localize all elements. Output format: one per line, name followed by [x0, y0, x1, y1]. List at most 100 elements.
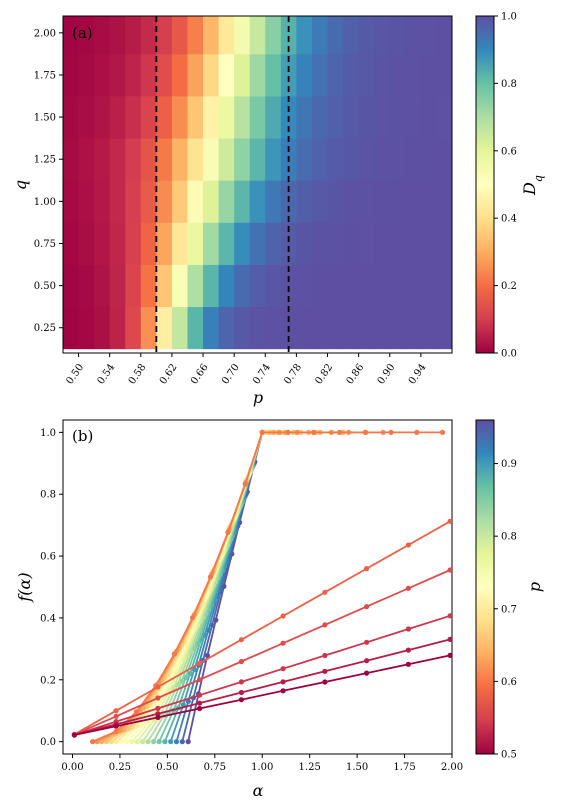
- y-tick-label: 0.75: [34, 239, 56, 250]
- heatmap-cell: [94, 222, 111, 265]
- data-point: [531, 635, 536, 640]
- heatmap-cell: [389, 222, 406, 265]
- heatmap-cell: [203, 53, 219, 97]
- heatmap-cell: [94, 264, 111, 308]
- heatmap-cell: [234, 53, 251, 97]
- heatmap-cell: [405, 138, 422, 181]
- colorbar-tick-label: 0.6: [501, 677, 517, 688]
- heatmap-cell: [171, 96, 188, 139]
- heatmap-cell: [171, 180, 188, 223]
- data-point: [190, 615, 196, 621]
- x-tick-label: 1.75: [393, 762, 415, 773]
- colorbar-a-ticks: 0.0 0.2 0.4 0.6 0.8 1.0: [494, 12, 517, 360]
- heatmap-cell: [374, 53, 391, 97]
- data-point: [311, 429, 317, 435]
- panel-b-frame: [62, 419, 453, 755]
- data-point: [405, 626, 411, 632]
- data-point: [322, 622, 328, 628]
- heatmap-cell: [171, 16, 188, 55]
- panel-b: 0.00 0.25 0.50 0.75 1.00 1.25 1.50 1.75 2.00 0.0…: [15, 419, 544, 800]
- heatmap-cell: [374, 222, 391, 265]
- heatmap-cell: [234, 264, 251, 308]
- data-point: [113, 739, 119, 745]
- heatmap-cell: [343, 264, 360, 308]
- colorbar-a: [475, 15, 495, 354]
- colorbar-b: [475, 419, 495, 755]
- heatmap-cell: [140, 138, 157, 181]
- colorbar-tick-label: 1.0: [501, 12, 517, 23]
- data-point: [405, 542, 411, 548]
- heatmap-cell: [125, 222, 142, 265]
- x-tick-label: 0.50: [156, 762, 178, 773]
- data-point: [531, 471, 536, 476]
- panel-b-y-ticks: 0.0 0.2 0.4 0.6 0.8 1.0: [40, 428, 63, 748]
- y-tick-label: 2.00: [34, 28, 56, 39]
- heatmap-cell: [389, 306, 406, 350]
- data-point: [151, 739, 157, 745]
- heatmap-cell: [125, 138, 142, 181]
- x-tick-label: 1.00: [251, 762, 273, 773]
- heatmap-cell: [218, 306, 235, 350]
- x-tick-label: 0.78: [282, 362, 304, 387]
- heatmap-cell: [249, 53, 266, 97]
- heatmap-cell: [265, 306, 282, 350]
- heatmap-cell: [436, 138, 453, 181]
- heatmap-cell: [171, 306, 188, 350]
- heatmap-cell: [405, 16, 422, 55]
- heatmap-cell: [78, 16, 95, 55]
- heatmap-cell: [63, 264, 79, 308]
- y-tick-label: 1.25: [34, 155, 56, 166]
- heatmap-cell: [374, 264, 391, 308]
- data-point: [405, 585, 411, 591]
- heatmap-cell: [203, 138, 219, 181]
- heatmap-cell: [343, 96, 360, 139]
- heatmap-cell: [109, 180, 126, 223]
- heatmap-cell: [78, 306, 95, 350]
- panel-a-label: (a): [72, 24, 93, 42]
- heatmap-cell: [140, 53, 157, 97]
- heatmap-cell: [296, 138, 313, 181]
- data-point: [185, 739, 191, 745]
- heatmap-cell: [420, 222, 437, 265]
- heatmap-cell: [265, 96, 282, 139]
- y-tick-label: 0.2: [40, 675, 56, 686]
- heatmap-cell: [358, 306, 375, 350]
- data-point: [168, 739, 174, 745]
- panel-a: 0.50 0.54 0.58 0.62 0.66 0.70 0.74 0.78 0.82 0.86…: [11, 12, 545, 408]
- heatmap-cell: [78, 96, 95, 139]
- x-tick-label: 0.94: [407, 362, 429, 387]
- data-point: [133, 709, 139, 715]
- data-point: [138, 722, 144, 728]
- data-point: [364, 658, 370, 664]
- heatmap-cell: [265, 264, 282, 308]
- heatmap-cell: [327, 53, 344, 97]
- heatmap-cell: [327, 306, 344, 350]
- data-point: [171, 651, 177, 657]
- heatmap-cell: [156, 53, 173, 97]
- data-point: [156, 739, 162, 745]
- heatmap-cell: [171, 222, 188, 265]
- panel-a-ylabel: q: [11, 180, 30, 190]
- heatmap-cell: [187, 222, 204, 265]
- heatmap-cell: [63, 180, 79, 223]
- data-point: [173, 739, 180, 745]
- heatmap-cell: [234, 16, 251, 55]
- heatmap-cell: [140, 264, 157, 308]
- heatmap-cell: [420, 264, 437, 308]
- data-point: [155, 684, 161, 690]
- y-tick-label: 0.0: [40, 737, 56, 748]
- heatmap-cell: [374, 306, 391, 350]
- data-point: [118, 739, 124, 745]
- heatmap-cell: [94, 53, 111, 97]
- heatmap-cell: [311, 222, 328, 265]
- heatmap-cell: [187, 16, 204, 55]
- heatmap-cell: [125, 53, 142, 97]
- heatmap-cell: [265, 53, 282, 97]
- heatmap-cell: [63, 138, 79, 181]
- heatmap-cell: [140, 16, 157, 55]
- heatmap-cell: [249, 96, 266, 139]
- heatmap-cell: [63, 53, 79, 97]
- data-point: [362, 429, 368, 435]
- panel-a-x-ticks: 0.50 0.54 0.58 0.62 0.66 0.70 0.74 0.78 0.82 0.86…: [64, 353, 429, 387]
- heatmap-cell: [109, 222, 126, 265]
